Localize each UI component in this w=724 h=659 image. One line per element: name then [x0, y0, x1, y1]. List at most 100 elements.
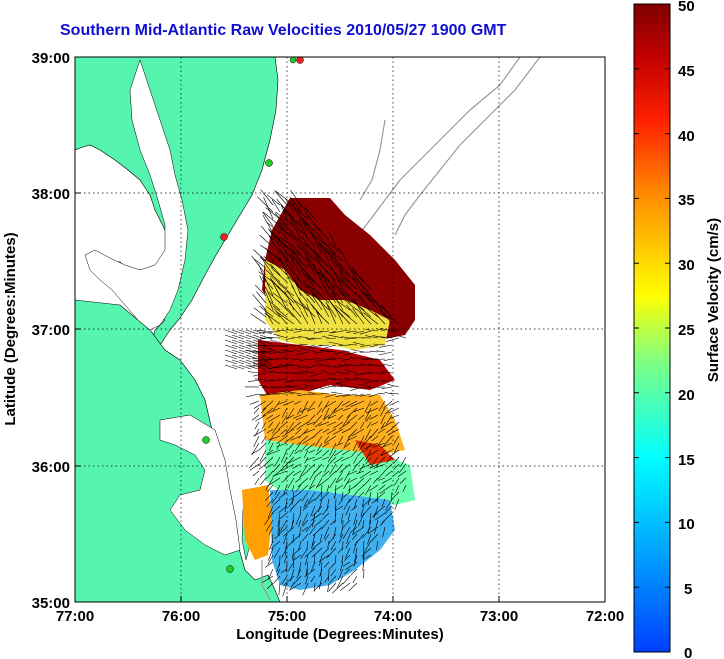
velocity-arrow [268, 435, 274, 445]
velocity-arrow [264, 277, 274, 297]
velocity-arrow [252, 359, 266, 365]
velocity-arrow [357, 512, 365, 527]
velocity-arrow [366, 421, 372, 429]
velocity-arrow [333, 400, 344, 412]
velocity-arrow [279, 249, 295, 269]
velocity-arrow [352, 575, 358, 584]
cb-tick-label: 40 [678, 128, 695, 145]
velocity-arrow [364, 400, 372, 413]
velocity-arrow [260, 189, 274, 206]
velocity-arrow [364, 442, 379, 449]
velocity-arrow [305, 561, 309, 577]
velocity-arrow [249, 400, 260, 405]
velocity-arrow [283, 554, 288, 564]
velocity-arrow [313, 228, 323, 241]
cb-tick-label: 0 [684, 645, 692, 659]
velocity-arrow [341, 358, 351, 361]
velocity-arrow [296, 245, 309, 255]
velocity-arrow [264, 512, 274, 525]
velocity-arrow [329, 456, 337, 465]
velocity-arrow [238, 339, 252, 345]
velocity-arrow [306, 540, 309, 549]
velocity-arrow [321, 470, 330, 478]
velocity-arrow [346, 470, 358, 476]
velocity-arrow [258, 264, 267, 283]
cb-tick-label: 35 [678, 192, 695, 209]
velocity-arrow [382, 363, 393, 367]
velocity-arrow [231, 349, 245, 355]
velocity-arrow [280, 204, 288, 220]
velocity-arrow [289, 582, 302, 591]
y-tick-label: 36:00 [32, 459, 70, 476]
velocity-arrow [299, 343, 309, 346]
velocity-arrow [345, 547, 351, 559]
velocity-arrow [352, 526, 365, 536]
velocity-arrow [337, 278, 351, 290]
velocity-arrow [224, 349, 238, 355]
velocity-arrow [262, 407, 274, 417]
velocity-arrow [328, 334, 344, 339]
velocity-arrow [292, 470, 302, 476]
velocity-arrow [252, 334, 266, 340]
velocity-arrow [251, 449, 260, 455]
velocity-arrow [325, 400, 337, 408]
velocity-arrow [301, 491, 309, 502]
velocity-arrow [365, 456, 372, 465]
velocity-arrow [265, 519, 274, 532]
velocity-arrow [364, 292, 379, 304]
velocity-arrow [277, 400, 288, 405]
velocity-arrow [271, 491, 281, 504]
velocity-arrow [315, 435, 323, 447]
velocity-arrow [269, 370, 281, 374]
velocity-arrow [335, 442, 344, 447]
velocity-arrow [305, 337, 316, 339]
velocity-arrow [362, 547, 365, 559]
velocity-arrow [284, 540, 295, 549]
velocity-arrow [294, 449, 302, 454]
velocity-arrow [343, 298, 358, 311]
velocity-arrow [263, 197, 274, 220]
velocity-arrow [328, 341, 344, 346]
velocity-arrow [389, 400, 400, 406]
velocity-arrow [260, 407, 267, 414]
velocity-arrow [311, 295, 323, 311]
velocity-arrow [303, 280, 316, 297]
velocity-arrow [268, 526, 274, 535]
velocity-arrow [353, 407, 365, 412]
velocity-arrow [367, 526, 379, 535]
velocity-arrow [291, 285, 302, 304]
velocity-arrow [301, 216, 309, 234]
velocity-arrow [371, 498, 379, 504]
velocity-arrow [267, 505, 274, 519]
velocity-arrow [314, 491, 323, 501]
velocity-arrow [289, 215, 302, 234]
velocity-arrow [332, 385, 344, 388]
velocity-arrow [307, 400, 316, 412]
velocity-arrow [252, 470, 260, 477]
velocity-arrow [313, 256, 330, 276]
velocity-arrow [275, 311, 295, 325]
velocity-arrow [385, 414, 393, 425]
velocity-arrow [280, 204, 295, 220]
velocity-arrow [365, 407, 379, 414]
velocity-arrow [279, 364, 295, 367]
velocity-arrow [340, 561, 344, 571]
velocity-arrow [341, 336, 351, 339]
velocity-arrow [281, 547, 288, 559]
velocity-arrow [360, 344, 372, 347]
velocity-arrow [281, 407, 288, 418]
cb-tick-label: 20 [678, 387, 695, 404]
velocity-arrow [283, 259, 295, 276]
velocity-arrow [318, 267, 330, 290]
velocity-arrow [291, 547, 295, 560]
velocity-arrow [312, 365, 323, 367]
velocity-arrow [231, 359, 245, 365]
velocity-arrow [289, 505, 295, 513]
velocity-arrow [280, 568, 288, 573]
velocity-arrow [267, 330, 281, 334]
velocity-arrow [343, 351, 358, 356]
velocity-arrow [322, 449, 330, 457]
velocity-arrow [285, 470, 295, 480]
velocity-arrow [257, 344, 267, 346]
velocity-arrow [224, 354, 238, 360]
